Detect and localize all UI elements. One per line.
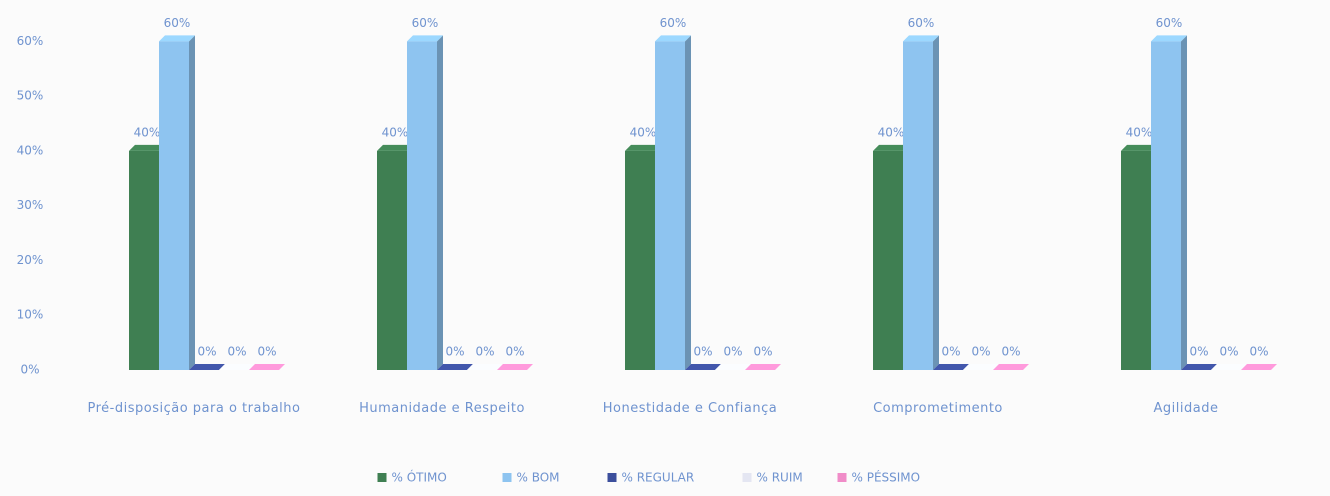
value-label: 40% xyxy=(1126,125,1153,139)
bar-side xyxy=(933,35,939,371)
bar-top xyxy=(745,364,781,370)
bar-top xyxy=(873,144,909,151)
bar xyxy=(1121,150,1151,370)
legend-label: % PÉSSIMO xyxy=(852,470,921,485)
value-label: 60% xyxy=(164,16,191,30)
value-label: 0% xyxy=(723,345,742,359)
legend-label: % BOM xyxy=(517,471,560,485)
bar xyxy=(129,150,159,370)
value-label: 0% xyxy=(475,345,494,359)
legend-swatch xyxy=(377,473,387,482)
bar-top xyxy=(437,364,473,370)
bar-top xyxy=(219,364,255,370)
value-label: 0% xyxy=(753,345,772,359)
bar-top xyxy=(993,364,1029,370)
y-tick-label: 60% xyxy=(17,34,44,48)
legend-swatch xyxy=(742,473,752,482)
y-tick-label: 40% xyxy=(17,143,44,157)
bar-top xyxy=(249,364,285,370)
value-label: 0% xyxy=(227,345,246,359)
bar-side xyxy=(437,35,443,371)
value-label: 0% xyxy=(693,345,712,359)
bar-top xyxy=(497,364,533,370)
bar xyxy=(655,41,685,371)
value-label: 0% xyxy=(971,345,990,359)
y-tick-label: 10% xyxy=(17,308,44,322)
bar xyxy=(873,150,903,370)
bar-top xyxy=(1121,144,1157,151)
y-tick-label: 30% xyxy=(17,198,44,212)
bar-top xyxy=(407,35,443,42)
value-label: 40% xyxy=(878,125,905,139)
value-label: 60% xyxy=(908,16,935,30)
y-tick-label: 50% xyxy=(17,89,44,103)
value-label: 60% xyxy=(1156,16,1183,30)
bar-side xyxy=(189,35,195,371)
bar-top xyxy=(467,364,503,370)
x-tick-label: Agilidade xyxy=(1153,401,1219,416)
legend-swatch xyxy=(607,473,617,482)
bar-top xyxy=(933,364,969,370)
value-label: 0% xyxy=(505,345,524,359)
value-label: 0% xyxy=(941,345,960,359)
value-label: 0% xyxy=(1001,345,1020,359)
value-label: 40% xyxy=(630,125,657,139)
legend-label: % ÓTIMO xyxy=(392,470,447,485)
bar-top xyxy=(1241,364,1277,370)
bar-side xyxy=(685,35,691,371)
bar-top xyxy=(189,364,225,370)
value-label: 40% xyxy=(382,125,409,139)
bar-top xyxy=(655,35,691,42)
bar-top xyxy=(1151,35,1187,42)
y-tick-label: 20% xyxy=(17,253,44,267)
legend-label: % REGULAR xyxy=(622,471,695,485)
value-label: 0% xyxy=(1189,345,1208,359)
bar-top xyxy=(1181,364,1217,370)
value-label: 60% xyxy=(660,16,687,30)
value-label: 40% xyxy=(134,125,161,139)
value-label: 0% xyxy=(257,345,276,359)
legend-swatch xyxy=(837,473,847,482)
y-tick-label: 0% xyxy=(20,363,39,377)
x-tick-label: Honestidade e Confiança xyxy=(602,401,778,416)
x-tick-label: Comprometimento xyxy=(873,401,1003,416)
value-label: 0% xyxy=(445,345,464,359)
bar xyxy=(625,150,655,370)
bar-top xyxy=(715,364,751,370)
value-label: 0% xyxy=(1249,345,1268,359)
bar xyxy=(407,41,437,371)
legend-swatch xyxy=(502,473,512,482)
x-tick-label: Pré-disposição para o trabalho xyxy=(87,401,301,416)
bar-top xyxy=(129,144,165,151)
bar xyxy=(159,41,189,371)
bar xyxy=(1151,41,1181,371)
bar-top xyxy=(159,35,195,42)
bar xyxy=(377,150,407,370)
bar-top xyxy=(903,35,939,42)
value-label: 0% xyxy=(197,345,216,359)
x-tick-label: Humanidade e Respeito xyxy=(359,401,525,416)
bar-top xyxy=(963,364,999,370)
bar-top xyxy=(685,364,721,370)
value-label: 0% xyxy=(1219,345,1238,359)
bar-side xyxy=(1181,35,1187,371)
value-label: 60% xyxy=(412,16,439,30)
legend-label: % RUIM xyxy=(757,471,803,485)
bar-top xyxy=(1211,364,1247,370)
bar xyxy=(903,41,933,371)
bar-top xyxy=(377,144,413,151)
bar-top xyxy=(625,144,661,151)
